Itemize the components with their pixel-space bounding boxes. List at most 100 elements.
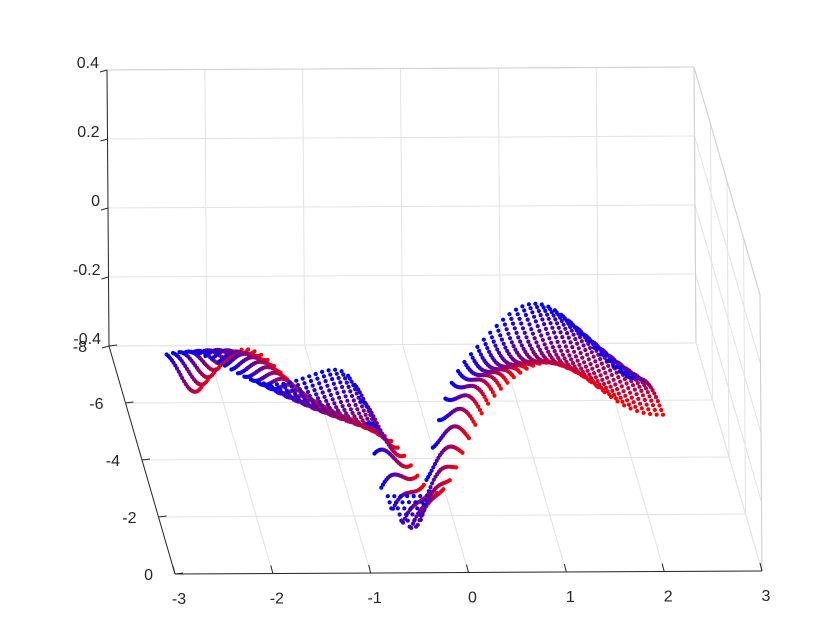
data-point — [519, 343, 524, 348]
data-point — [496, 328, 501, 333]
data-point — [628, 390, 633, 395]
data-point — [589, 350, 594, 355]
data-point — [301, 394, 306, 399]
data-point — [415, 506, 420, 511]
data-point — [432, 461, 438, 467]
data-point — [597, 382, 602, 387]
data-point — [633, 404, 638, 409]
data-point — [508, 336, 513, 341]
data-point — [322, 394, 327, 399]
data-point — [379, 485, 384, 490]
data-point — [330, 397, 335, 402]
x-tick-label: 3 — [762, 588, 771, 605]
data-point — [387, 500, 392, 505]
data-point — [638, 401, 643, 406]
data-point — [583, 364, 589, 369]
data-point — [521, 346, 526, 351]
data-point — [573, 354, 579, 359]
data-point — [350, 393, 355, 399]
data-point — [209, 356, 214, 361]
data-point — [640, 393, 646, 398]
data-point — [268, 382, 273, 387]
data-point — [604, 358, 610, 363]
data-point — [346, 373, 351, 378]
data-point — [505, 348, 510, 354]
z-tick-label: 0.2 — [77, 124, 99, 141]
y-tick-label: -8 — [73, 339, 87, 356]
data-point — [572, 349, 577, 354]
data-point — [659, 407, 664, 413]
data-point — [518, 339, 523, 344]
data-point — [571, 332, 576, 337]
data-point — [330, 377, 335, 382]
data-point — [539, 302, 544, 307]
data-point — [358, 414, 363, 420]
z-tick-mark — [101, 345, 110, 349]
data-point — [488, 353, 493, 358]
data-point — [431, 477, 436, 482]
data-point — [578, 331, 584, 336]
data-point — [355, 407, 360, 412]
data-point — [573, 337, 578, 342]
data-point — [649, 398, 654, 403]
data-point — [406, 500, 412, 505]
box-edge — [106, 66, 695, 71]
box-edge — [759, 294, 763, 572]
data-point — [348, 389, 353, 394]
data-point — [515, 312, 520, 317]
data-point — [361, 408, 366, 413]
data-point — [493, 343, 498, 348]
data-point — [526, 339, 531, 344]
data-point — [556, 325, 561, 330]
data-point — [324, 398, 329, 403]
data-point — [585, 368, 590, 373]
data-point — [629, 379, 634, 384]
data-point — [528, 306, 533, 311]
data-point — [626, 386, 631, 391]
data-point — [373, 417, 378, 422]
data-point — [554, 352, 559, 357]
data-point — [177, 350, 182, 355]
data-point — [520, 304, 525, 309]
data-point — [397, 512, 402, 517]
data-point — [321, 374, 326, 379]
data-point — [585, 352, 590, 357]
data-point — [294, 378, 299, 383]
data-points — [164, 301, 666, 531]
data-point — [433, 474, 438, 479]
data-point — [363, 412, 368, 417]
data-point — [616, 391, 621, 396]
y-tick-mark — [158, 515, 167, 518]
data-point — [478, 352, 483, 357]
grid-line — [107, 204, 696, 209]
data-point — [335, 408, 340, 413]
data-point — [539, 333, 544, 338]
data-point — [603, 370, 608, 375]
data-point — [293, 391, 298, 396]
data-point — [603, 385, 609, 390]
data-point — [385, 494, 390, 499]
data-point — [536, 344, 541, 349]
z-tick-mark — [100, 207, 109, 211]
data-point — [600, 377, 605, 382]
data-point — [533, 301, 538, 306]
data-point — [311, 400, 316, 405]
data-point — [501, 341, 506, 346]
data-point — [503, 345, 508, 350]
data-point — [587, 372, 592, 377]
data-point — [341, 372, 346, 377]
data-point — [598, 373, 603, 378]
x-tick-label: 1 — [566, 589, 575, 606]
data-point — [183, 349, 189, 355]
data-point — [535, 305, 540, 310]
data-point — [530, 310, 535, 315]
data-point — [190, 350, 195, 355]
data-point — [430, 481, 435, 486]
data-point — [635, 381, 640, 386]
data-point — [308, 378, 314, 384]
data-point — [569, 328, 574, 333]
data-point — [631, 400, 636, 405]
data-point — [365, 421, 370, 426]
data-point — [643, 386, 649, 391]
data-point — [443, 396, 448, 401]
